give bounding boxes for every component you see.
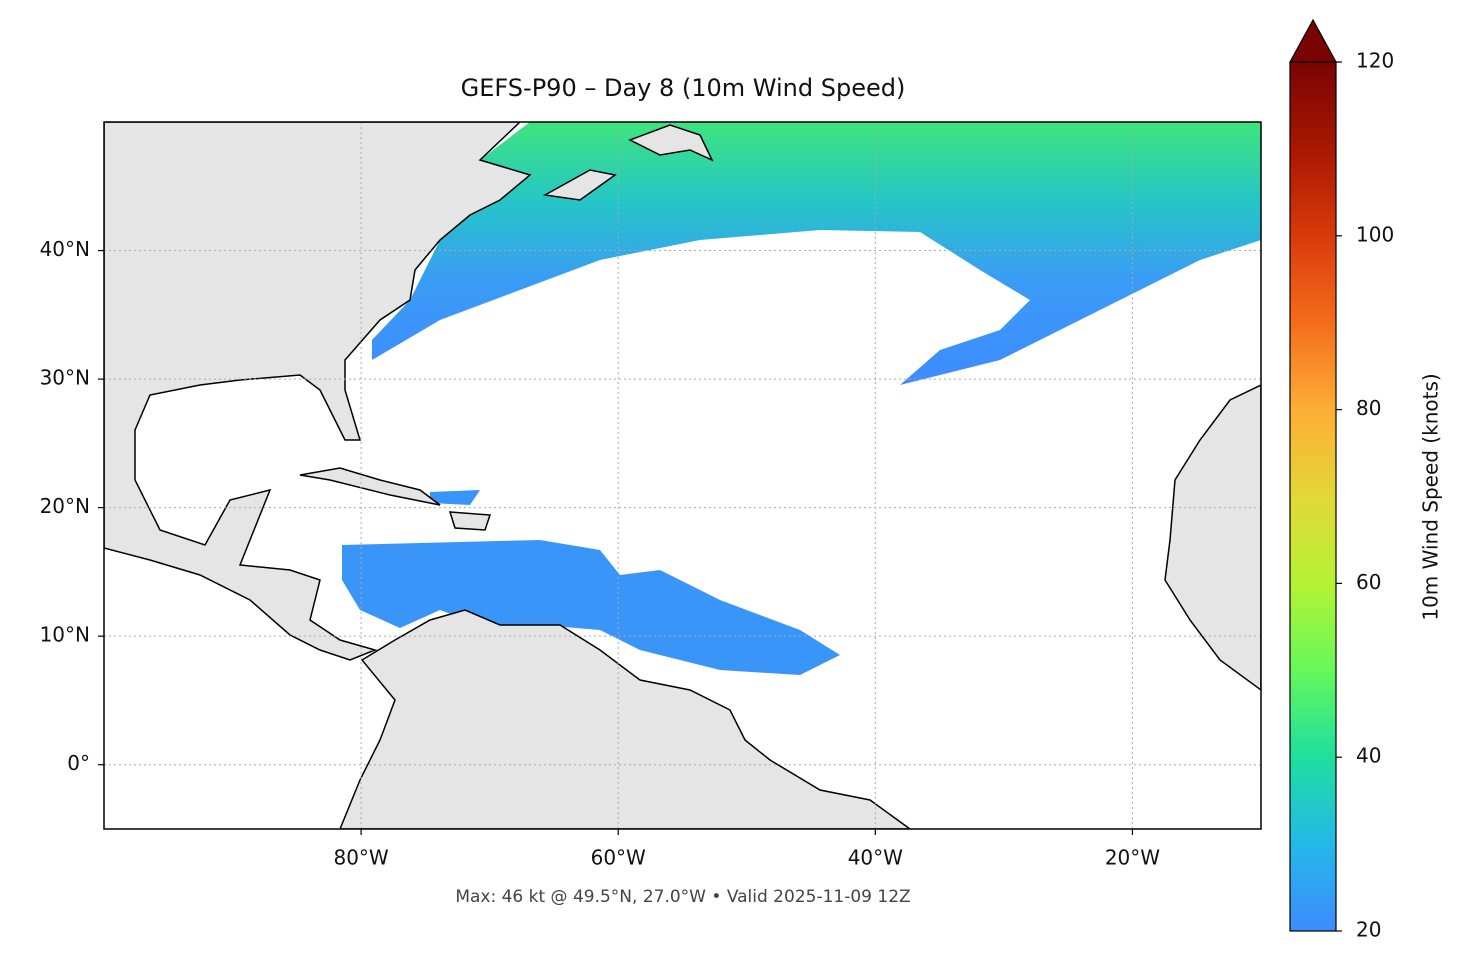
map-frame — [103, 121, 1262, 830]
africa — [1164, 384, 1261, 691]
colorbar-tick-label: 100 — [1356, 222, 1394, 246]
wind-field — [342, 540, 840, 675]
colorbar-tick-label: 20 — [1356, 918, 1381, 942]
newfoundland — [628, 124, 714, 162]
map-body — [104, 122, 1261, 829]
nova-scotia — [542, 169, 617, 201]
colorbar-tick-label: 60 — [1356, 570, 1381, 594]
y-tick-label: 0° — [67, 751, 90, 775]
y-tick-label: 30°N — [40, 366, 90, 390]
x-tick-label: 80°W — [333, 846, 388, 870]
wind-field — [430, 490, 480, 505]
y-tick-label: 20°N — [40, 494, 90, 518]
title: GEFS-P90 – Day 8 (10m Wind Speed) — [461, 74, 906, 102]
footer: Max: 46 kt @ 49.5°N, 27.0°W • Valid 2025… — [455, 887, 910, 907]
south-america — [339, 609, 912, 829]
cuba — [299, 467, 441, 506]
x-tick-label: 20°W — [1105, 846, 1160, 870]
colorbar-label: 10m Wind Speed (knots) — [1419, 373, 1443, 620]
colorbar-tick-label: 80 — [1356, 396, 1381, 420]
wind-field — [372, 122, 1261, 385]
y-tick-label: 10°N — [40, 623, 90, 647]
colorbar-tick-label: 40 — [1356, 744, 1381, 768]
y-tick-label: 40°N — [40, 237, 90, 261]
colorbar — [1289, 61, 1337, 932]
colorbar-extend — [1288, 18, 1338, 63]
hispaniola — [448, 511, 492, 531]
x-tick-label: 40°W — [848, 846, 903, 870]
colorbar-tick-label: 120 — [1356, 49, 1394, 73]
x-tick-label: 60°W — [591, 846, 646, 870]
north-america — [104, 122, 532, 661]
